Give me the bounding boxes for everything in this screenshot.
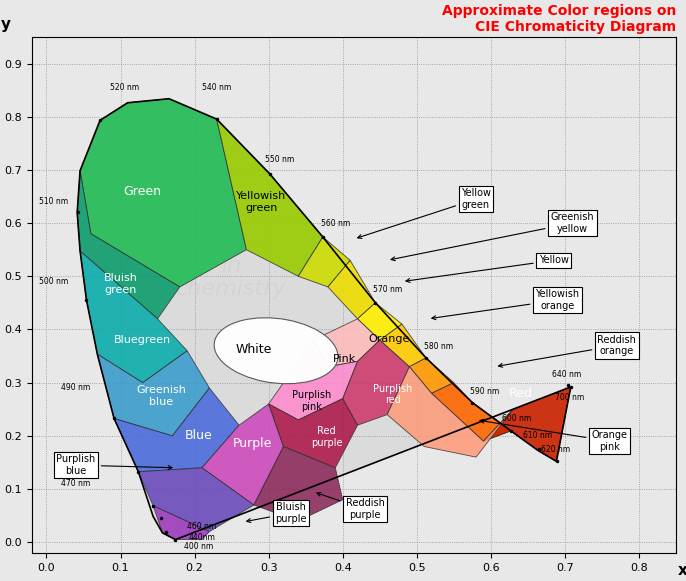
Text: Pink: Pink — [333, 354, 356, 364]
Text: 520 nm: 520 nm — [110, 83, 139, 92]
Text: 560 nm: 560 nm — [320, 218, 350, 228]
Polygon shape — [387, 367, 513, 457]
Text: White: White — [236, 343, 272, 356]
Text: 640 nm: 640 nm — [552, 370, 581, 379]
Polygon shape — [343, 340, 410, 425]
Polygon shape — [431, 383, 511, 441]
Text: 500 nm: 500 nm — [39, 277, 69, 286]
Polygon shape — [269, 340, 357, 420]
Text: Bluish
purple: Bluish purple — [247, 502, 307, 524]
Text: Yellowish
green: Yellowish green — [236, 191, 286, 213]
Polygon shape — [217, 119, 323, 277]
Text: 600 nm: 600 nm — [502, 414, 532, 424]
Text: Purplish
pink: Purplish pink — [292, 390, 331, 412]
Text: 540 nm: 540 nm — [202, 83, 231, 92]
Text: Red
purple: Red purple — [311, 426, 342, 448]
Ellipse shape — [214, 318, 338, 383]
Text: Green: Green — [123, 185, 162, 198]
Polygon shape — [484, 387, 571, 461]
Polygon shape — [298, 237, 350, 287]
Text: Yellow
green: Yellow green — [357, 188, 491, 238]
Text: Bluish
green: Bluish green — [104, 274, 137, 295]
Text: 440nm: 440nm — [189, 533, 215, 543]
Text: services
in
chemistry: services in chemistry — [176, 232, 287, 299]
Polygon shape — [380, 324, 426, 367]
Text: 490 nm: 490 nm — [62, 383, 91, 393]
Text: Purple: Purple — [233, 437, 272, 450]
Polygon shape — [97, 351, 209, 436]
X-axis label: x: x — [678, 563, 686, 578]
Text: Yellowish
orange: Yellowish orange — [432, 289, 580, 320]
Text: Approximate Color regions on
CIE Chromaticity Diagram: Approximate Color regions on CIE Chromat… — [442, 4, 676, 34]
Text: Reddish
orange: Reddish orange — [499, 335, 636, 367]
Polygon shape — [80, 251, 187, 383]
Text: Purplish
red: Purplish red — [373, 383, 413, 405]
Text: 590 nm: 590 nm — [471, 387, 499, 396]
Polygon shape — [78, 171, 180, 319]
Polygon shape — [410, 358, 454, 393]
Text: 700 nm: 700 nm — [555, 393, 584, 402]
Text: Greenish
yellow: Greenish yellow — [391, 212, 594, 261]
Text: Red: Red — [508, 387, 532, 400]
Polygon shape — [80, 99, 246, 287]
Text: Orange
pink: Orange pink — [480, 419, 628, 452]
Polygon shape — [328, 260, 375, 319]
Polygon shape — [153, 505, 209, 540]
Text: 570 nm: 570 nm — [372, 285, 402, 294]
Text: Bluegreen: Bluegreen — [114, 335, 172, 345]
Text: Blue: Blue — [185, 429, 212, 442]
Polygon shape — [114, 388, 239, 472]
Text: 470 nm: 470 nm — [62, 479, 91, 488]
Polygon shape — [139, 468, 254, 532]
Polygon shape — [269, 399, 357, 468]
Polygon shape — [313, 319, 380, 367]
Text: Orange: Orange — [368, 334, 410, 344]
Text: Yellow: Yellow — [406, 255, 569, 282]
Text: 460 nm: 460 nm — [187, 522, 217, 531]
Text: 550 nm: 550 nm — [265, 155, 294, 164]
Text: Greenish
blue: Greenish blue — [137, 385, 186, 407]
Polygon shape — [357, 303, 402, 340]
Text: 620 nm: 620 nm — [541, 444, 570, 454]
Polygon shape — [78, 99, 571, 540]
Text: 610 nm: 610 nm — [523, 431, 552, 440]
Polygon shape — [202, 404, 283, 505]
Text: 580 nm: 580 nm — [425, 342, 453, 351]
Polygon shape — [254, 447, 343, 521]
Text: 480 nm: 480 nm — [62, 456, 91, 464]
Text: Reddish
purple: Reddish purple — [317, 493, 384, 520]
Y-axis label: y: y — [1, 17, 11, 32]
Text: 510 nm: 510 nm — [39, 198, 69, 206]
Text: 400 nm: 400 nm — [184, 542, 213, 551]
Text: Purplish
blue: Purplish blue — [56, 454, 172, 476]
